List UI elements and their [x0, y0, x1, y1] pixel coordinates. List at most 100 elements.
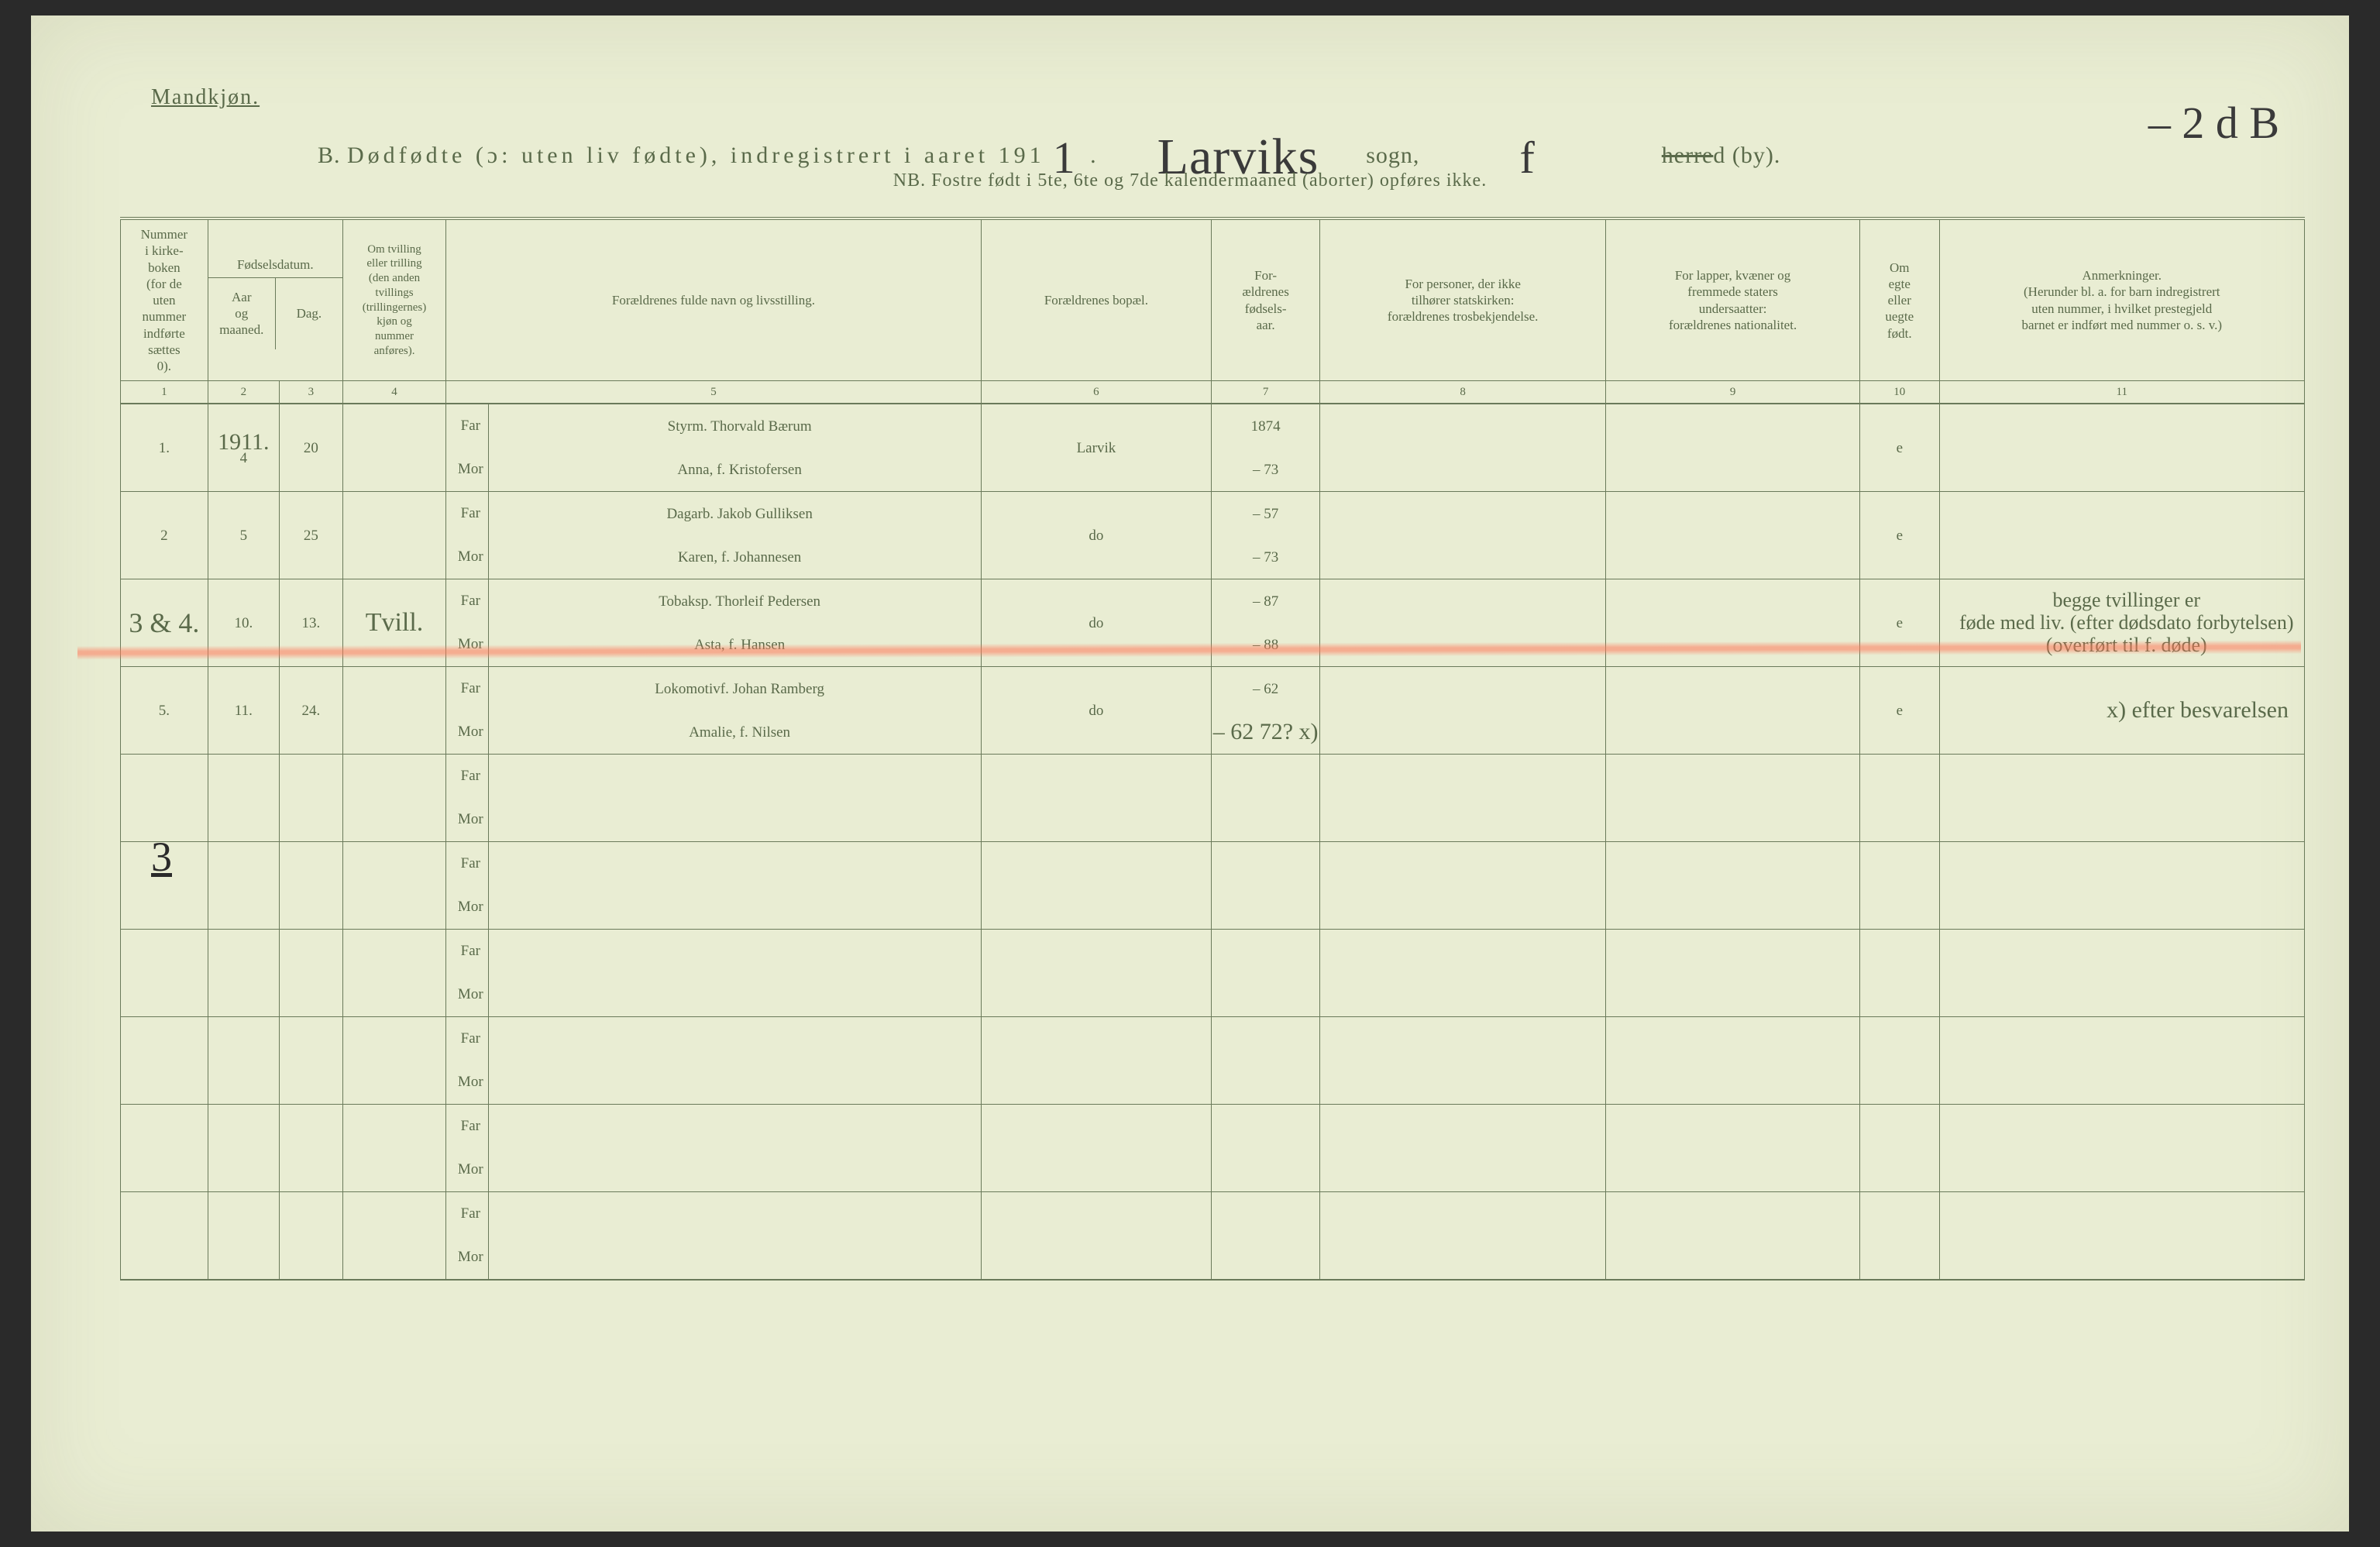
colnum: 3 [279, 381, 342, 404]
cell-tros [1320, 579, 1606, 667]
label-far: Far [446, 1192, 489, 1236]
cell-bopael: do [981, 579, 1211, 667]
cell-bopael: do [981, 492, 1211, 579]
herred-label-rest: d (by). [1713, 143, 1780, 168]
cell-mor: Amalie, f. Nilsen [489, 710, 981, 755]
cell-aar-mnd: 1911. 4 [208, 404, 279, 492]
label-far: Far [446, 842, 489, 886]
hdr-nummer: Nummer i kirke- boken (for de uten numme… [121, 218, 208, 381]
cell-anm: begge tvillinger er føde med liv. (efter… [1939, 579, 2304, 667]
anm-line: (overført til f. døde) [1949, 634, 2304, 657]
colnum: 8 [1320, 381, 1606, 404]
cell-mor: Karen, f. Johannesen [489, 535, 981, 579]
herred-label-strike: herre [1662, 143, 1714, 168]
label-mor: Mor [446, 623, 489, 667]
cell-anm: x) efter besvarelsen [1939, 667, 2304, 755]
cell-fodt-far: – 87 [1212, 579, 1320, 624]
colnum: 7 [1212, 381, 1320, 404]
cell-egte: e [1860, 492, 1939, 579]
table-row-blank: Far [121, 930, 2305, 974]
cell-tvilling: Tvill. [342, 579, 445, 667]
cell-tros [1320, 404, 1606, 492]
hdr-egte: Om egte eller uegte født. [1860, 218, 1939, 381]
hdr-bopael: Forældrenes bopæl. [981, 218, 1211, 381]
cell-dag: 24. [279, 667, 342, 755]
colnum: 5 [446, 381, 982, 404]
cell-aar-mnd: 10. [208, 579, 279, 667]
cell-tvilling [342, 492, 445, 579]
cell-nummer: 5. [121, 667, 208, 755]
label-far: Far [446, 579, 489, 624]
label-far: Far [446, 492, 489, 536]
hdr-nationalitet: For lapper, kvæner og fremmede staters u… [1606, 218, 1860, 381]
table-row: 1. 1911. 4 20 Far Styrm. Thorvald Bærum … [121, 404, 2305, 448]
hdr-fodselsdatum: Fødselsdatum. [208, 252, 342, 278]
cell-nat [1606, 667, 1860, 755]
colnum: 9 [1606, 381, 1860, 404]
table-row-blank: Far [121, 1105, 2305, 1149]
table-row-blank: Far [121, 1017, 2305, 1061]
register-table: Nummer i kirke- boken (for de uten numme… [120, 217, 2305, 1281]
cell-tros [1320, 492, 1606, 579]
cell-nummer: 2 [121, 492, 208, 579]
label-far: Far [446, 755, 489, 799]
table-row-blank: Far [121, 1192, 2305, 1236]
cell-far: Dagarb. Jakob Gulliksen [489, 492, 981, 536]
cell-aar-mnd: 5 [208, 492, 279, 579]
table-bottom-rule [121, 1280, 2305, 1281]
cell-nat [1606, 404, 1860, 492]
table-row: 3 & 4. 10. 13. Tvill. Far Tobaksp. Thorl… [121, 579, 2305, 624]
label-mor: Mor [446, 973, 489, 1017]
colnum: 10 [1860, 381, 1939, 404]
anm-line: begge tvillinger er [1949, 590, 2304, 612]
cell-nat [1606, 492, 1860, 579]
hdr-anm: Anmerkninger. (Herunder bl. a. for barn … [1939, 218, 2304, 381]
hdr-dag: Dag. [276, 278, 342, 349]
label-mor: Mor [446, 1236, 489, 1280]
hdr-tvilling: Om tvilling eller trilling (den anden tv… [342, 218, 445, 381]
label-mor: Mor [446, 1061, 489, 1105]
table-row: 2 5 25 Far Dagarb. Jakob Gulliksen do – … [121, 492, 2305, 536]
cell-dag: 25 [279, 492, 342, 579]
cell-egte: e [1860, 404, 1939, 492]
colnum: 1 [121, 381, 208, 404]
cell-egte: e [1860, 667, 1939, 755]
colnum: 2 [208, 381, 279, 404]
cell-nat [1606, 579, 1860, 667]
gender-label: Mandkjøn. [151, 85, 260, 110]
table-row-blank: Far [121, 842, 2305, 886]
table-body: 1. 1911. 4 20 Far Styrm. Thorvald Bærum … [121, 404, 2305, 1281]
cell-far: Styrm. Thorvald Bærum [489, 404, 981, 448]
cell-mor: Asta, f. Hansen [489, 623, 981, 667]
cell-nummer: 1. [121, 404, 208, 492]
cell-fodt-far: – 57 [1212, 492, 1320, 536]
cell-fodt-far: – 62 [1212, 667, 1320, 711]
cell-tvilling [342, 404, 445, 492]
cell-egte: e [1860, 579, 1939, 667]
cell-tros [1320, 667, 1606, 755]
label-mor: Mor [446, 1148, 489, 1192]
cell-nummer: 3 & 4. [121, 579, 208, 667]
sogn-label: sogn, [1366, 143, 1419, 168]
table-header-row: Nummer i kirke- boken (for de uten numme… [121, 218, 2305, 381]
colnum: 11 [1939, 381, 2304, 404]
label-mor: Mor [446, 448, 489, 492]
title-prefix: B. [318, 143, 341, 168]
cell-dag: 13. [279, 579, 342, 667]
label-far: Far [446, 667, 489, 711]
nb-line: NB. Fostre født i 5te, 6te og 7de kalend… [31, 170, 2349, 191]
hdr-aar-mnd: Aar og maaned. [208, 278, 276, 349]
hdr-tros: For personer, der ikke tilhører statskir… [1320, 218, 1606, 381]
cell-anm [1939, 492, 2304, 579]
cell-fodt-mor: – 73 [1212, 448, 1320, 492]
cell-tvilling [342, 667, 445, 755]
cell-fodt-mor: – 62 72? x) [1212, 710, 1320, 755]
cell-dag: 20 [279, 404, 342, 492]
title-main: Dødfødte (ɔ: uten liv fødte), indregistr… [347, 143, 1045, 168]
label-far: Far [446, 1017, 489, 1061]
colnum: 6 [981, 381, 1211, 404]
cell-fodt-far: 1874 [1212, 404, 1320, 448]
cell-bopael: Larvik [981, 404, 1211, 492]
label-mor: Mor [446, 710, 489, 755]
cell-aar-mnd: 11. [208, 667, 279, 755]
